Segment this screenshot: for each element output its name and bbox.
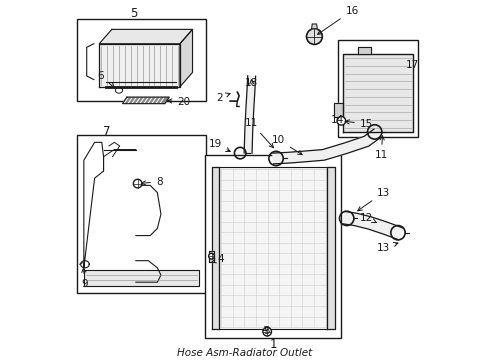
Polygon shape xyxy=(122,97,169,104)
Text: 4: 4 xyxy=(211,254,224,264)
Text: 2: 2 xyxy=(216,93,230,103)
Text: 6: 6 xyxy=(98,71,114,88)
Bar xyxy=(204,155,341,338)
Circle shape xyxy=(306,29,322,44)
Polygon shape xyxy=(219,167,326,329)
Polygon shape xyxy=(311,24,317,29)
Text: 5: 5 xyxy=(129,7,137,20)
Text: 7: 7 xyxy=(102,125,110,138)
Text: 16: 16 xyxy=(317,6,358,34)
Polygon shape xyxy=(83,270,198,286)
Polygon shape xyxy=(343,54,412,132)
Polygon shape xyxy=(244,76,255,153)
Text: 10: 10 xyxy=(271,135,302,155)
Circle shape xyxy=(263,327,271,336)
Polygon shape xyxy=(99,44,180,87)
Text: 18: 18 xyxy=(244,78,258,88)
Circle shape xyxy=(336,117,345,125)
Polygon shape xyxy=(272,129,380,164)
Text: 19: 19 xyxy=(208,139,230,152)
Text: 12: 12 xyxy=(359,213,376,222)
Polygon shape xyxy=(211,167,219,329)
Text: 14: 14 xyxy=(330,115,344,125)
Polygon shape xyxy=(208,251,214,262)
Text: 13: 13 xyxy=(357,188,389,211)
Text: 15: 15 xyxy=(345,119,372,129)
Polygon shape xyxy=(343,211,402,240)
Polygon shape xyxy=(333,103,343,117)
Text: 8: 8 xyxy=(141,177,162,187)
Text: 9: 9 xyxy=(81,268,88,289)
Text: 13: 13 xyxy=(376,242,397,253)
Text: 1: 1 xyxy=(269,338,276,351)
Circle shape xyxy=(133,179,142,188)
Text: 17: 17 xyxy=(405,60,418,70)
Text: 11: 11 xyxy=(374,136,387,160)
Polygon shape xyxy=(326,167,335,329)
Text: 11: 11 xyxy=(244,118,273,148)
Text: 20: 20 xyxy=(167,97,190,107)
Bar xyxy=(77,19,205,101)
Polygon shape xyxy=(180,30,192,87)
Bar xyxy=(337,40,418,137)
Circle shape xyxy=(208,253,214,259)
Bar xyxy=(77,135,205,293)
Polygon shape xyxy=(357,47,370,54)
Polygon shape xyxy=(99,30,192,44)
Text: Hose Asm-Radiator Outlet: Hose Asm-Radiator Outlet xyxy=(177,348,311,358)
Text: 3: 3 xyxy=(262,325,269,336)
